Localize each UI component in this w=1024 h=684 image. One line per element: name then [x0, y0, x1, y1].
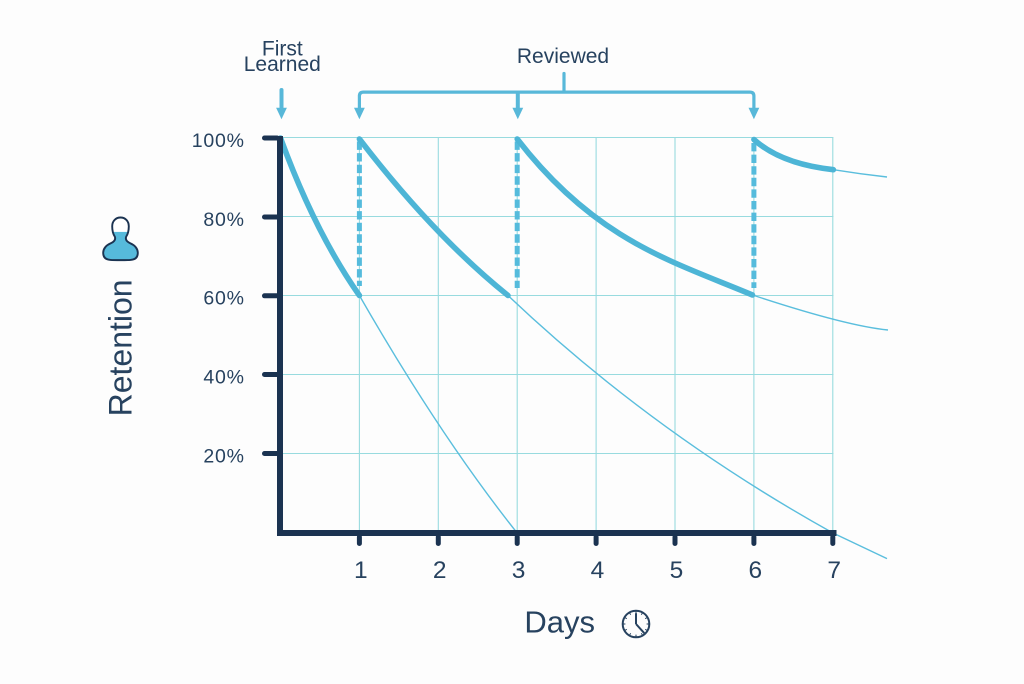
svg-text:5: 5: [670, 557, 684, 584]
svg-text:3: 3: [512, 557, 526, 584]
svg-text:1: 1: [354, 557, 368, 584]
svg-text:60%: 60%: [203, 288, 244, 310]
svg-text:20%: 20%: [203, 445, 244, 467]
svg-text:Reviewed: Reviewed: [517, 45, 609, 68]
svg-text:2: 2: [433, 557, 447, 584]
svg-text:Retention: Retention: [103, 279, 139, 416]
svg-text:40%: 40%: [203, 366, 244, 388]
svg-text:80%: 80%: [203, 209, 244, 231]
svg-text:First: First: [262, 37, 303, 60]
svg-text:Days: Days: [524, 605, 595, 640]
svg-text:7: 7: [827, 557, 841, 584]
svg-text:6: 6: [748, 557, 762, 584]
svg-text:4: 4: [591, 557, 605, 584]
svg-text:Learned: Learned: [244, 53, 321, 76]
svg-text:100%: 100%: [192, 130, 245, 152]
